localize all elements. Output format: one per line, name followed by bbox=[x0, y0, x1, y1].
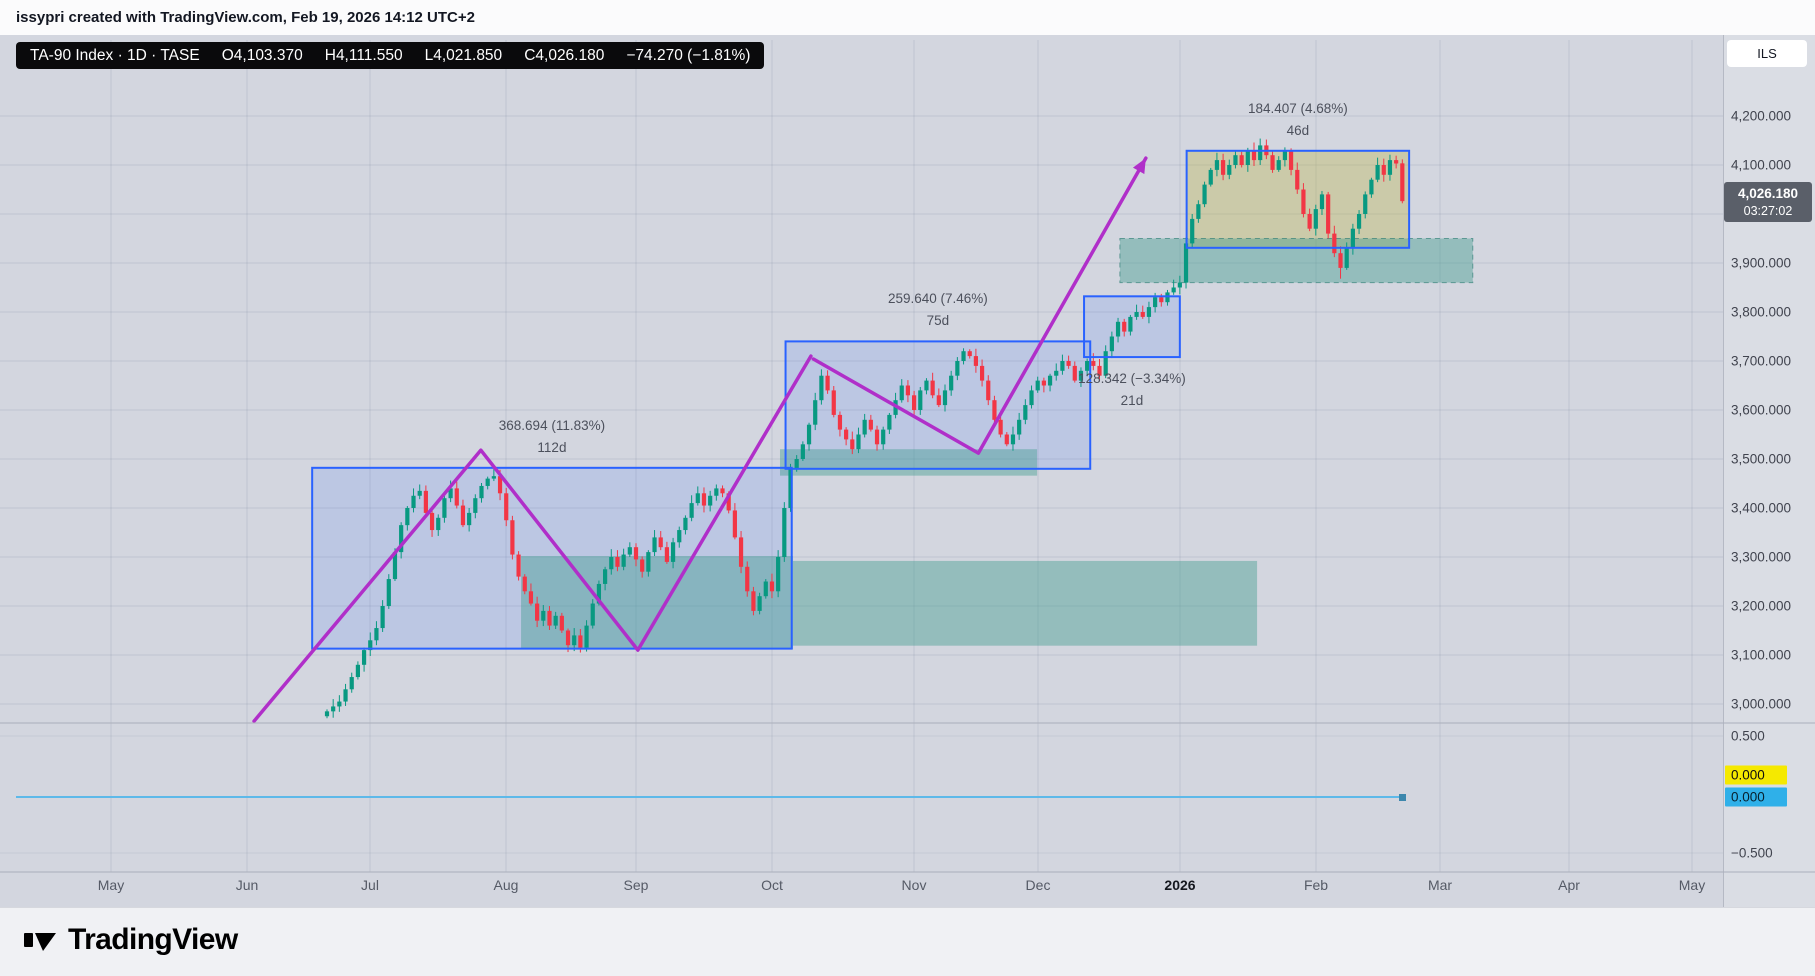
bar-countdown: 03:27:02 bbox=[1743, 203, 1793, 218]
legend-change: −74.270 (−1.81%) bbox=[626, 46, 751, 64]
tradingview-logo-icon bbox=[24, 933, 56, 951]
range-box-label[interactable]: 184.407 (4.68%) bbox=[1247, 100, 1348, 116]
tradingview-logo[interactable]: TradingView bbox=[22, 922, 238, 958]
time-tick-aug: Aug bbox=[493, 877, 519, 893]
price-tick: 3,500.000 bbox=[1731, 451, 1792, 467]
price-tick: 4,100.000 bbox=[1731, 157, 1792, 173]
last-price-value: 4,026.180 bbox=[1737, 186, 1799, 202]
price-tick: 3,200.000 bbox=[1731, 598, 1792, 614]
time-tick-may: May bbox=[1678, 877, 1706, 893]
time-tick-feb: Feb bbox=[1303, 877, 1329, 893]
legend-high-value: 4,111.550 bbox=[335, 46, 403, 64]
price-tick: 3,300.000 bbox=[1731, 549, 1792, 565]
legend-low: L 4,021.850 bbox=[425, 47, 503, 65]
last-price-badge: 4,026.180 03:27:02 bbox=[1724, 182, 1812, 222]
price-tick: 3,700.000 bbox=[1731, 353, 1792, 369]
legend-low-value: 4,021.850 bbox=[433, 46, 503, 64]
price-tick: 4,200.000 bbox=[1731, 108, 1792, 124]
range-box-days[interactable]: 21d bbox=[1120, 393, 1144, 409]
indicator-value-badge: 0.000 bbox=[1725, 787, 1787, 807]
legend-close-value: 4,026.180 bbox=[535, 46, 605, 64]
range-box-label[interactable]: 259.640 (7.46%) bbox=[887, 291, 988, 307]
range-box-days[interactable]: 112d bbox=[537, 439, 567, 455]
price-axis-column[interactable] bbox=[1723, 35, 1815, 907]
range-box-label[interactable]: 128.342 (−3.34%) bbox=[1078, 371, 1186, 387]
time-tick-nov: Nov bbox=[901, 877, 927, 893]
legend-open-value: 4,103.370 bbox=[233, 46, 303, 64]
legend-close: C 4,026.180 bbox=[524, 47, 604, 65]
range-box-days[interactable]: 46d bbox=[1286, 122, 1310, 138]
legend-open: O 4,103.370 bbox=[222, 47, 303, 65]
indicator-value-badge: 0.000 bbox=[1725, 765, 1787, 785]
time-tick-jun: Jun bbox=[235, 877, 259, 893]
time-tick-may: May bbox=[97, 877, 125, 893]
price-tick: 3,800.000 bbox=[1731, 304, 1792, 320]
currency-toggle-ils[interactable]: ILS bbox=[1727, 40, 1807, 67]
price-tick: 3,100.000 bbox=[1731, 647, 1792, 663]
legend-low-prefix: L bbox=[424, 46, 434, 64]
legend-close-prefix: C bbox=[524, 46, 536, 64]
time-tick-2026: 2026 bbox=[1164, 877, 1196, 893]
legend-open-prefix: O bbox=[221, 46, 234, 64]
price-tick: 3,600.000 bbox=[1731, 402, 1792, 418]
time-tick-sep: Sep bbox=[623, 877, 649, 893]
price-tick: 3,000.000 bbox=[1731, 696, 1792, 712]
range-box-label[interactable]: 368.694 (11.83%) bbox=[498, 417, 606, 433]
tradingview-logo-text: TradingView bbox=[68, 923, 238, 956]
indicator-tick: 0.500 bbox=[1731, 728, 1765, 744]
time-tick-mar: Mar bbox=[1427, 877, 1453, 893]
price-tick: 3,400.000 bbox=[1731, 500, 1792, 516]
time-tick-oct: Oct bbox=[761, 877, 783, 893]
price-tick: 3,900.000 bbox=[1731, 255, 1792, 271]
legend-title: TA-90 Index · 1D · TASE bbox=[30, 46, 200, 64]
time-tick-apr: Apr bbox=[1558, 877, 1580, 893]
time-tick-jul: Jul bbox=[361, 877, 379, 893]
range-box-days[interactable]: 75d bbox=[926, 313, 950, 329]
indicator-tick: −0.500 bbox=[1731, 845, 1773, 861]
legend-high-prefix: H bbox=[324, 46, 336, 64]
header-bar: issypri created with TradingView.com, Fe… bbox=[0, 0, 1815, 35]
header-credit: issypri created with TradingView.com, Fe… bbox=[16, 9, 475, 26]
time-tick-dec: Dec bbox=[1025, 877, 1051, 893]
footer: TradingView bbox=[0, 907, 1815, 976]
legend-high: H 4,111.550 bbox=[325, 47, 403, 65]
symbol-legend: TA-90 Index · 1D · TASE O 4,103.370 H 4,11… bbox=[16, 42, 765, 69]
